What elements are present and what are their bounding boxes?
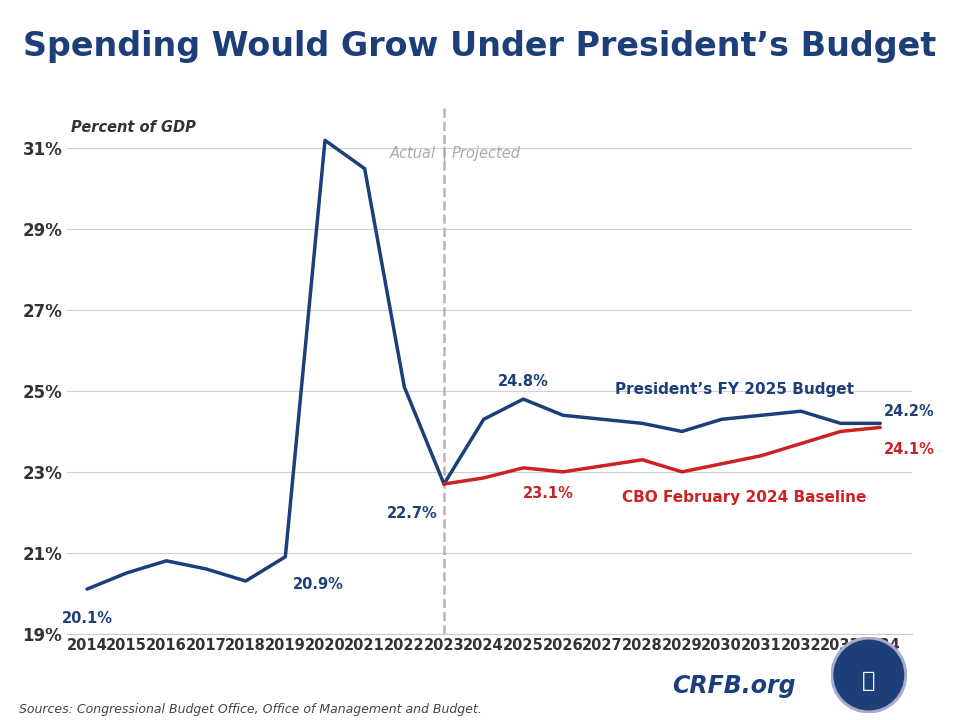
Text: 20.9%: 20.9%	[293, 577, 344, 592]
Text: |: |	[442, 146, 446, 163]
Text: Spending Would Grow Under President’s Budget: Spending Would Grow Under President’s Bu…	[23, 30, 937, 63]
Text: Sources: Congressional Budget Office, Office of Management and Budget.: Sources: Congressional Budget Office, Of…	[19, 703, 482, 716]
Text: CRFB.org: CRFB.org	[672, 675, 796, 698]
Text: 23.1%: 23.1%	[523, 486, 574, 501]
Text: 24.1%: 24.1%	[884, 441, 935, 456]
Text: President’s FY 2025 Budget: President’s FY 2025 Budget	[614, 382, 853, 397]
Text: Percent of GDP: Percent of GDP	[71, 120, 196, 135]
Text: 🏛: 🏛	[862, 671, 876, 691]
Text: 20.1%: 20.1%	[61, 611, 112, 626]
Text: Actual: Actual	[390, 146, 436, 161]
Circle shape	[834, 640, 903, 710]
Text: 24.2%: 24.2%	[884, 405, 935, 419]
Circle shape	[831, 637, 906, 713]
Text: 24.8%: 24.8%	[498, 374, 549, 389]
Text: Projected: Projected	[452, 146, 521, 161]
Text: 22.7%: 22.7%	[387, 506, 438, 521]
Text: CBO February 2024 Baseline: CBO February 2024 Baseline	[622, 490, 867, 505]
